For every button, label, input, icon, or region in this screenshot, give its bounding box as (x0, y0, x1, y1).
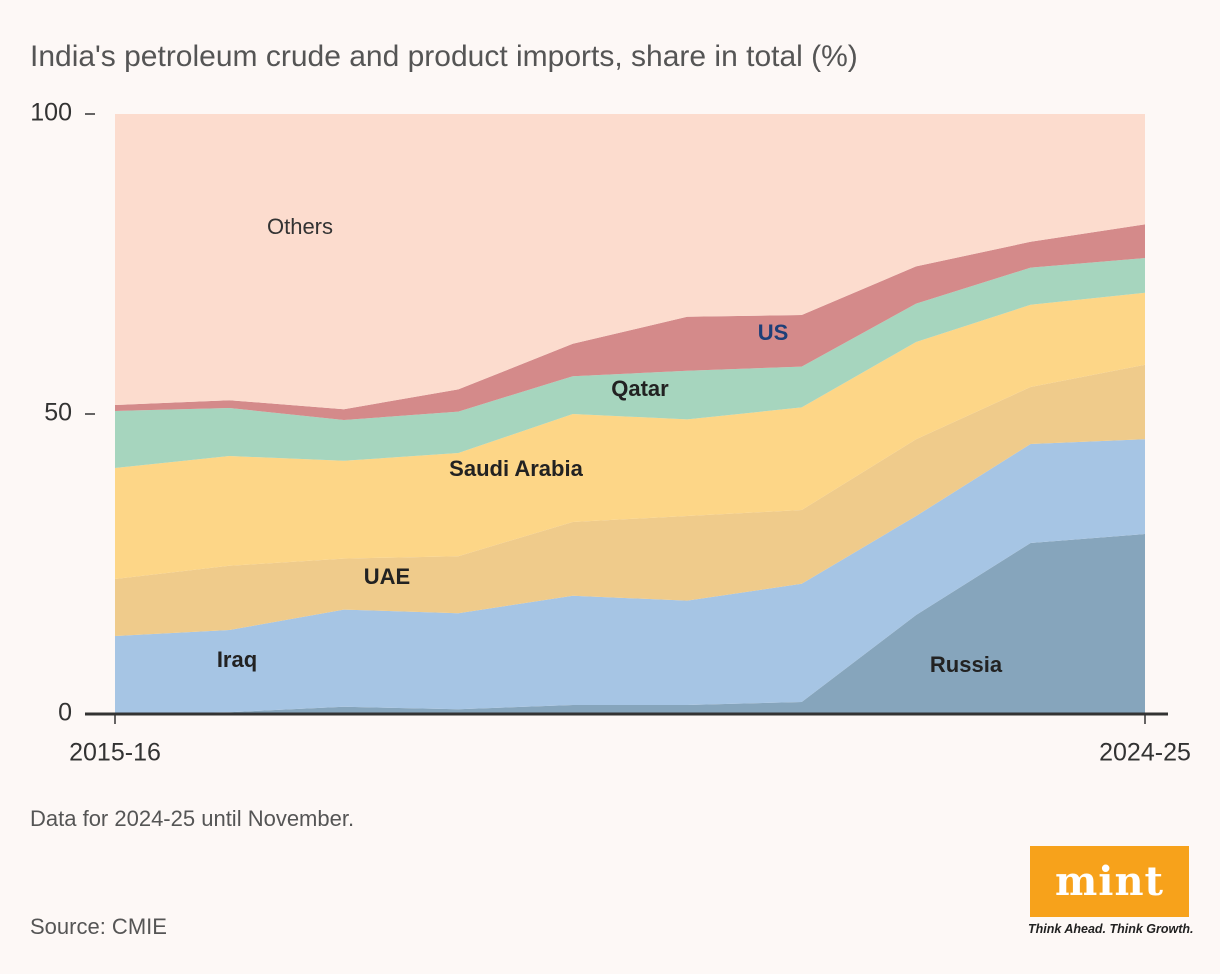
area-layer (115, 114, 1145, 714)
stacked-area-chart: Russia Iraq UAE Saudi Arabia Qatar US Others 0… (30, 99, 1191, 767)
chart-title: India's petroleum crude and product impo… (30, 40, 858, 73)
mint-logo-tagline: Think Ahead. Think Growth. (1028, 922, 1194, 936)
source-note: Source: CMIE (30, 914, 167, 939)
data-note: Data for 2024-25 until November. (30, 806, 355, 831)
x-tick-label: 2024-25 (1099, 739, 1191, 767)
series-label-saudi-arabia: Saudi Arabia (449, 456, 583, 481)
area-uae (115, 364, 1145, 636)
series-label-layer: Russia Iraq UAE Saudi Arabia Qatar US Others (217, 214, 1003, 677)
x-tick-label: 2015-16 (69, 739, 161, 767)
series-label-us: US (758, 320, 789, 345)
series-label-iraq: Iraq (217, 647, 257, 672)
y-tick-label: 50 (44, 399, 72, 427)
y-tick-label: 0 (58, 699, 72, 727)
series-label-others: Others (267, 214, 333, 239)
axes-layer: 0 50 100 2015-16 2024-25 (30, 99, 1191, 767)
area-saudi-arabia (115, 292, 1145, 579)
mint-logo: mint (1030, 846, 1189, 917)
y-tick-label: 100 (30, 99, 72, 127)
series-label-russia: Russia (930, 652, 1003, 677)
mint-logo-word: mint (1054, 858, 1165, 905)
area-russia (115, 534, 1145, 714)
series-label-qatar: Qatar (611, 376, 669, 401)
series-label-uae: UAE (364, 564, 410, 589)
area-iraq (115, 439, 1145, 714)
area-us (115, 224, 1145, 420)
area-qatar (115, 258, 1145, 468)
area-others (115, 114, 1145, 410)
